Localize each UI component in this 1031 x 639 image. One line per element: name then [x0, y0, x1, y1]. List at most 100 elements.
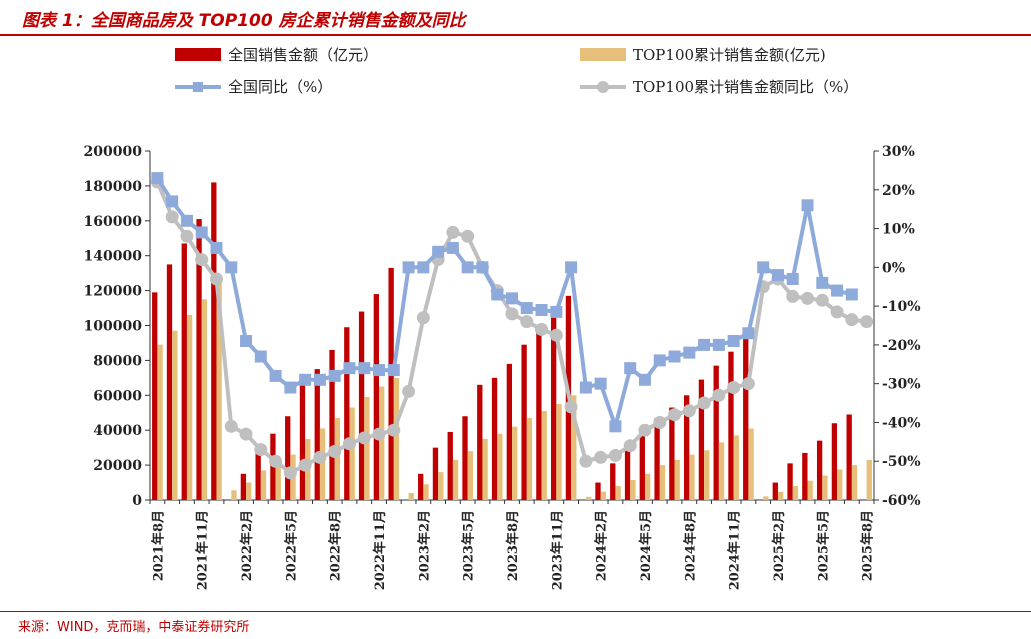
- point-top100-yoy: [549, 328, 563, 342]
- bar-national-amount: [772, 482, 778, 500]
- y-right-tick-label: -50%: [882, 454, 921, 470]
- point-national-yoy: [520, 302, 533, 315]
- y-right-tick-label: 30%: [882, 144, 915, 160]
- point-top100-yoy: [786, 289, 800, 303]
- point-national-yoy: [816, 276, 829, 289]
- bars: [152, 182, 872, 501]
- bar-top100-amount: [275, 463, 281, 500]
- x-tick-label: 2022年2月: [239, 510, 255, 581]
- point-top100-yoy: [623, 439, 637, 453]
- y-right-tick-label: -30%: [882, 377, 921, 393]
- legend-label-national-yoy: 全国同比（%）: [228, 78, 332, 96]
- point-national-yoy: [624, 362, 637, 375]
- point-national-yoy: [269, 369, 282, 382]
- y-left-tick-label: 160000: [84, 214, 143, 230]
- point-top100-yoy: [535, 322, 549, 336]
- point-national-yoy: [328, 369, 341, 382]
- legend-marker-top100-yoy: [597, 81, 609, 93]
- bar-national-amount: [595, 482, 601, 500]
- point-national-yoy: [225, 261, 238, 274]
- point-national-yoy: [432, 245, 445, 258]
- bar-top100-amount: [600, 491, 606, 500]
- point-national-yoy: [506, 292, 518, 305]
- bar-national-amount: [802, 452, 808, 500]
- bar-national-amount: [432, 447, 439, 500]
- bar-top100-amount: [556, 404, 562, 500]
- point-top100-yoy: [712, 388, 726, 402]
- lines: [150, 172, 874, 480]
- bar-national-amount: [196, 219, 202, 500]
- legend-marker-national-yoy: [193, 82, 203, 92]
- bar-top100-amount: [704, 450, 710, 500]
- point-national-yoy: [535, 303, 548, 316]
- bar-national-amount: [536, 330, 542, 500]
- bar-top100-amount: [512, 426, 518, 500]
- point-top100-yoy: [860, 315, 874, 329]
- bar-national-amount: [624, 447, 631, 500]
- point-national-yoy: [550, 305, 563, 318]
- x-tick-label: 2024年5月: [638, 510, 654, 581]
- bar-national-amount: [240, 473, 247, 500]
- bar-top100-amount: [482, 438, 488, 500]
- point-national-yoy: [831, 284, 844, 297]
- bar-top100-amount: [201, 299, 208, 500]
- point-national-yoy: [343, 362, 356, 375]
- point-national-yoy: [240, 335, 253, 348]
- point-top100-yoy: [269, 454, 283, 468]
- bar-national-amount: [255, 447, 261, 500]
- bar-national-amount: [610, 463, 616, 500]
- bar-national-amount: [181, 243, 187, 501]
- point-national-yoy: [151, 172, 164, 185]
- point-national-yoy: [166, 195, 179, 208]
- footer-divider: [0, 611, 1031, 612]
- point-national-yoy: [801, 199, 814, 212]
- point-national-yoy: [254, 350, 267, 363]
- point-national-yoy: [313, 373, 326, 386]
- point-national-yoy: [195, 226, 208, 239]
- point-national-yoy: [786, 272, 799, 285]
- bar-national-amount: [654, 417, 660, 500]
- x-tick-label: 2025年2月: [771, 510, 787, 581]
- point-national-yoy: [757, 261, 770, 274]
- bar-national-amount: [816, 440, 823, 500]
- point-top100-yoy: [224, 419, 238, 433]
- point-top100-yoy: [180, 229, 194, 243]
- point-top100-yoy: [387, 423, 401, 437]
- point-top100-yoy: [195, 253, 209, 267]
- legend-swatch-national-amount: [175, 48, 221, 61]
- point-national-yoy: [609, 420, 622, 433]
- bar-top100-amount: [837, 469, 843, 500]
- bar-national-amount: [551, 316, 557, 500]
- bar-national-amount: [831, 423, 838, 500]
- bar-national-amount: [152, 292, 158, 500]
- bar-top100-amount: [630, 479, 636, 500]
- bar-top100-amount: [452, 459, 459, 500]
- bar-top100-amount: [231, 490, 237, 500]
- point-top100-yoy: [653, 415, 667, 429]
- bar-top100-amount: [822, 475, 828, 500]
- point-national-yoy: [565, 261, 578, 274]
- legend: 全国销售金额（亿元） TOP100累计销售金额(亿元) 全国同比（%） TOP1…: [175, 46, 858, 96]
- bar-national-amount: [373, 294, 380, 500]
- y-left-tick-label: 40000: [93, 423, 142, 439]
- point-national-yoy: [712, 338, 725, 351]
- point-national-yoy: [845, 288, 858, 301]
- bar-national-amount: [698, 379, 705, 500]
- point-national-yoy: [358, 362, 371, 375]
- bar-top100-amount: [379, 386, 385, 500]
- point-national-yoy: [579, 381, 592, 394]
- bar-national-amount: [683, 395, 690, 500]
- point-top100-yoy: [830, 305, 844, 319]
- bar-top100-amount: [260, 470, 267, 500]
- point-top100-yoy: [165, 210, 179, 224]
- point-top100-yoy: [594, 450, 608, 464]
- point-national-yoy: [284, 381, 297, 394]
- point-national-yoy: [180, 214, 193, 227]
- y-left-tick-label: 120000: [84, 284, 143, 300]
- x-tick-label: 2022年8月: [328, 510, 344, 581]
- bar-top100-amount: [393, 377, 400, 500]
- bar-top100-amount: [438, 472, 444, 500]
- bar-top100-amount: [792, 486, 799, 500]
- bar-national-amount: [639, 435, 645, 500]
